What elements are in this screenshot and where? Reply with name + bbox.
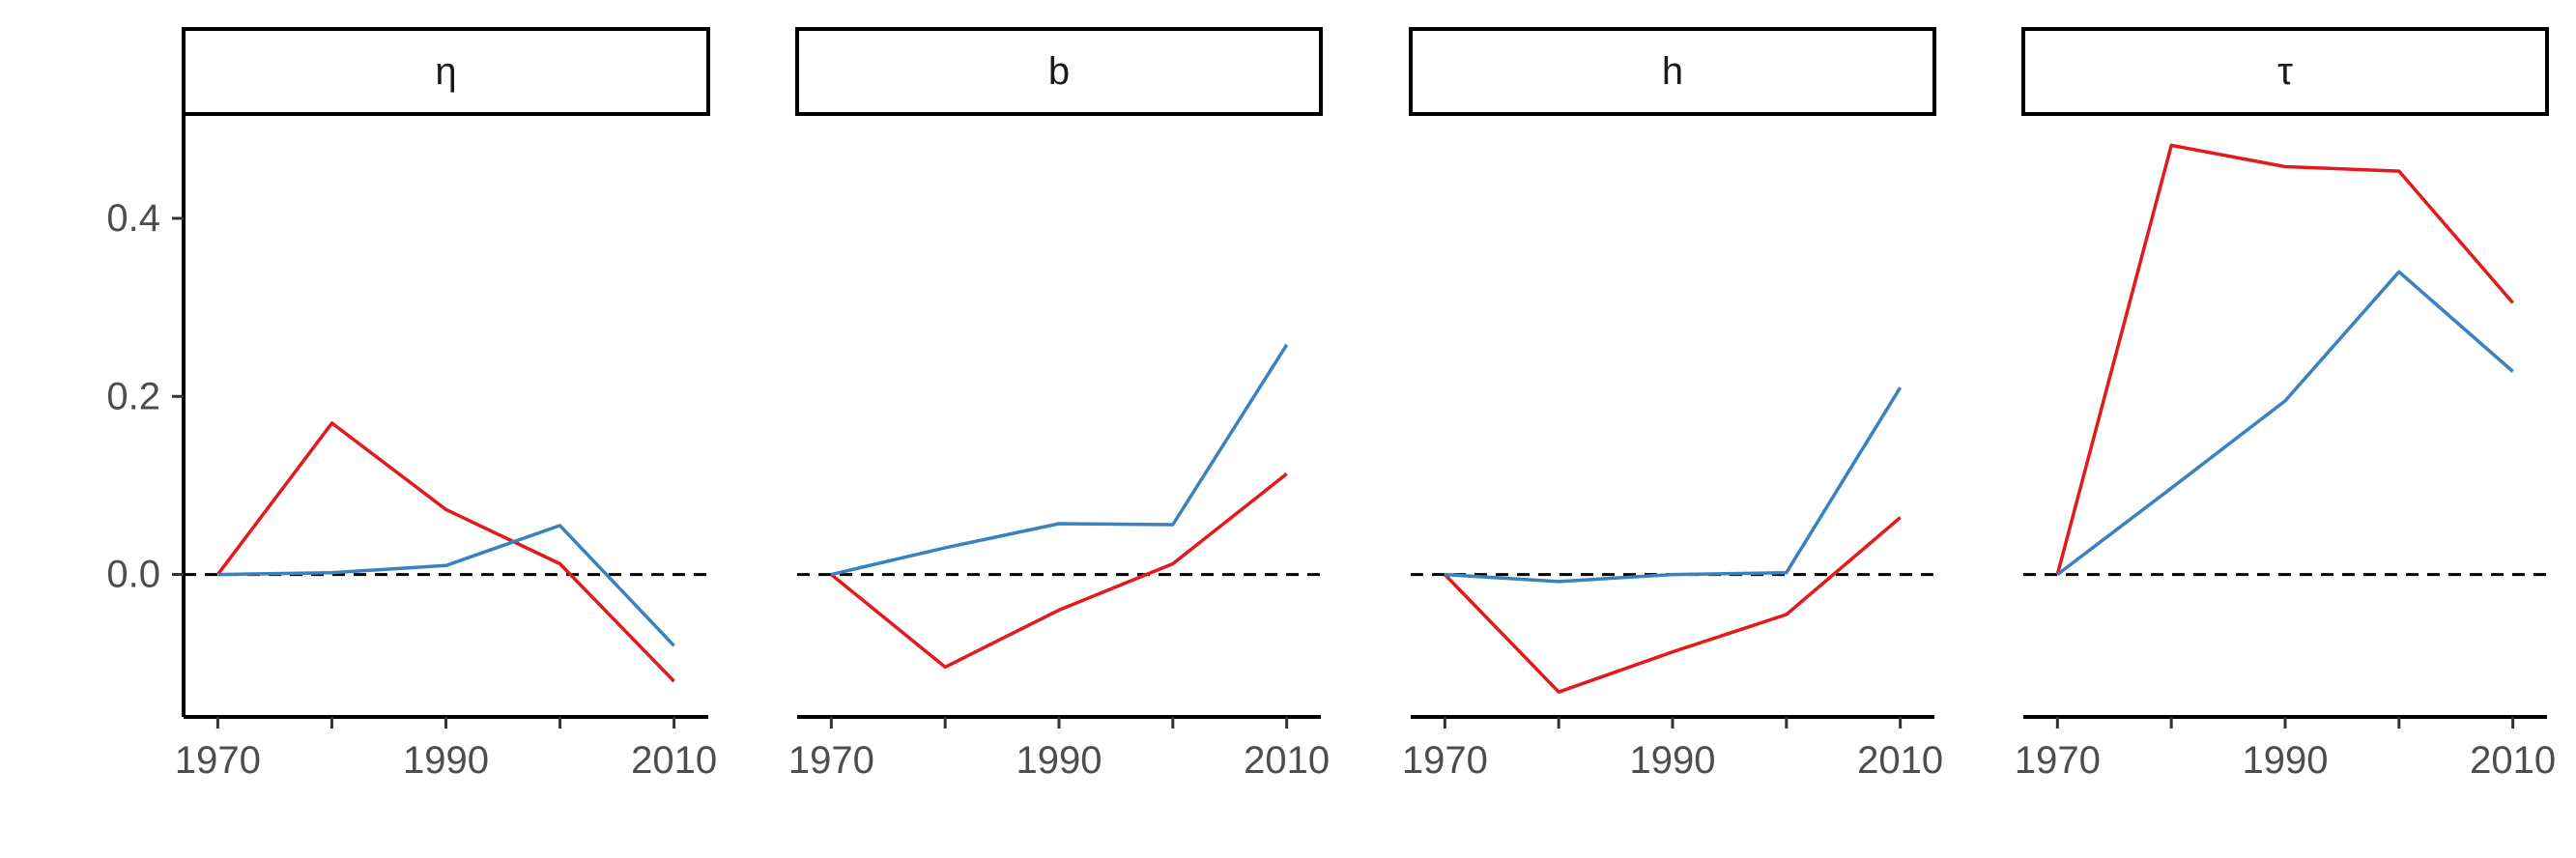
x-tick-label: 2010: [1857, 739, 1943, 782]
panel-strip: [795, 27, 1323, 116]
y-tick-label: 0.2: [106, 375, 160, 417]
series-line-1: [216, 421, 675, 683]
y-tick-label: 0.0: [106, 554, 160, 596]
series-line-2: [830, 343, 1289, 577]
x-tick-label: 2010: [631, 739, 717, 782]
x-tick-label: 2010: [1244, 739, 1330, 782]
x-tick-label: 1970: [1402, 739, 1488, 782]
x-tick-label: 2010: [2470, 739, 2556, 782]
x-tick-label: 1990: [1630, 739, 1716, 782]
panel-strip: [182, 27, 710, 116]
panel-strip-label: τ: [2277, 50, 2293, 93]
series-line-2: [217, 524, 675, 647]
series-line-2: [1445, 386, 1903, 584]
x-tick-label: 1970: [788, 739, 874, 782]
x-tick-label: 1990: [1016, 739, 1102, 782]
x-tick-label: 1990: [2243, 739, 2329, 782]
panel-strip-label: η: [435, 50, 456, 93]
x-tick-label: 1970: [175, 739, 261, 782]
series-line-2: [2056, 270, 2514, 576]
y-tick-label: 0.4: [106, 197, 160, 240]
series-line-1: [1444, 516, 1902, 694]
panel-1: η 1970 1990 2010 0.0 0.2 0.4: [106, 27, 717, 782]
panel-2: b 1970 1990 2010: [788, 27, 1330, 782]
panel-strip-label: h: [1662, 50, 1683, 93]
panel-4: τ 1970 1990 2010: [2015, 27, 2556, 782]
panel-3: h 1970 1990 2010: [1402, 27, 1943, 782]
series-line-1: [830, 472, 1288, 670]
panel-strip-label: b: [1048, 50, 1070, 93]
panel-strip: [1409, 27, 1936, 116]
panel-strip: [2021, 27, 2549, 116]
x-tick-label: 1990: [403, 739, 489, 782]
series-line-1: [2055, 143, 2515, 576]
x-tick-label: 1970: [2015, 739, 2101, 782]
